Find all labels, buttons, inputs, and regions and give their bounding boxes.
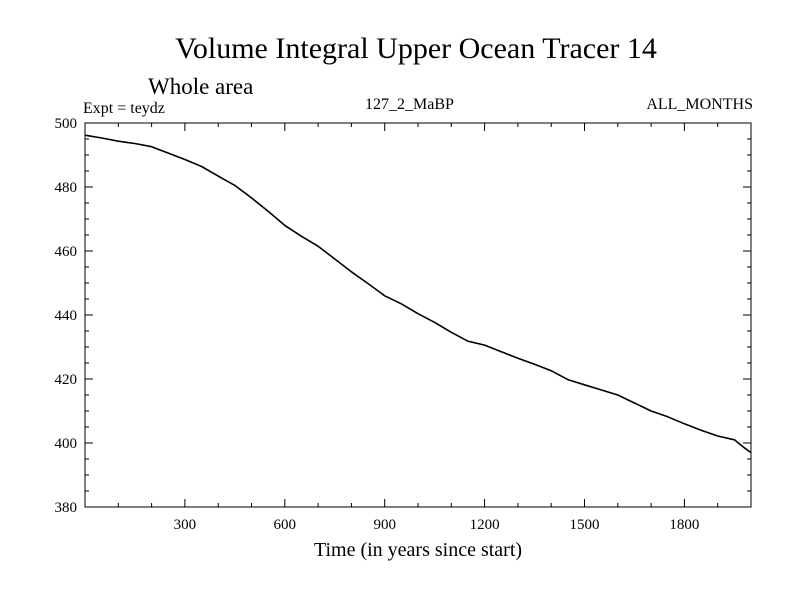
x-tick-label: 1500 [570,517,600,533]
series-line [84,134,752,454]
plot-frame [84,122,752,508]
y-tick-label: 440 [55,308,78,324]
axes: 380 400 420 440 460 480 500 300 600 900 1200 1500 18… [55,116,751,533]
expt-label: Expt = teydz [83,100,165,117]
y-tick-label: 480 [55,180,78,196]
chart-title: Volume Integral Upper Ocean Tracer 14 [175,32,657,65]
x-tick-label: 1800 [669,517,699,533]
y-tick-label: 420 [55,372,78,388]
y-tick-label: 500 [55,116,78,132]
x-tick-label: 1200 [470,517,500,533]
x-tick-label: 900 [373,517,396,533]
x-tick-label: 600 [274,517,297,533]
y-tick-label: 380 [55,500,78,516]
series-layer [84,134,752,454]
y-tick-label: 460 [55,244,78,260]
months-label: ALL_MONTHS [646,96,753,113]
chart-subtitle: Whole area [148,74,253,99]
x-axis-label: Time (in years since start) [314,539,522,561]
y-tick-label: 400 [55,436,78,452]
run-id-label: 127_2_MaBP [365,96,454,113]
x-tick-label: 300 [174,517,197,533]
